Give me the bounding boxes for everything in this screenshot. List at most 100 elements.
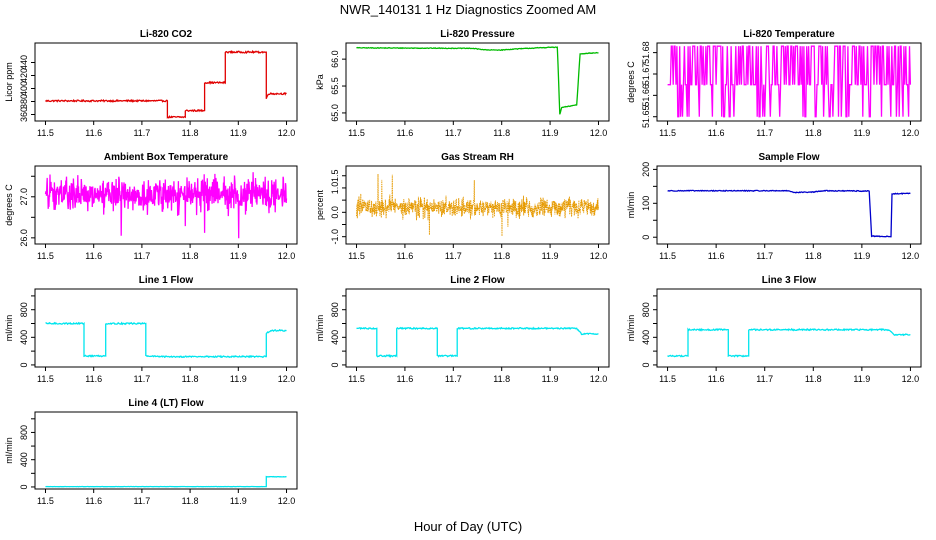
panel-li-820-temperature-xtick-label: 11.6 <box>708 128 725 138</box>
panel-ambient-box-temperature-xtick-label: 12.0 <box>278 251 296 261</box>
panel-line-2-flow-ytick-label: 400 <box>330 330 340 345</box>
panel-line-4-lt-flow-ytick-label: 400 <box>19 452 29 467</box>
panel-li-820-temperature-xtick-label: 12.0 <box>902 128 920 138</box>
panel-li-820-co2-ytick-label: 400 <box>19 81 29 96</box>
panel-line-1-flow-ytick-label: 0 <box>19 362 29 367</box>
panel-line-4-lt-flow-title: Line 4 (LT) Flow <box>128 398 204 409</box>
panel-line-4-lt-flow-xtick-label: 11.7 <box>133 496 150 506</box>
panel-ambient-box-temperature-series-line <box>44 172 288 239</box>
panel-gas-stream-rh-xtick-label: 11.6 <box>396 251 413 261</box>
panel-ambient-box-temperature-ylabel: degrees C <box>4 184 14 226</box>
panel-gas-stream-rh-ytick-label: 1.5 <box>330 169 340 182</box>
panel-line-4-lt-flow-ylabel: ml/min <box>4 437 14 464</box>
panel-li-820-co2-xtick-label: 12.0 <box>278 128 296 138</box>
panel-sample-flow-ytick-label: 200 <box>641 162 651 177</box>
panel-li-820-temperature-ytick-label: 51.67 <box>641 63 651 86</box>
panel-gas-stream-rh-xtick-label: 11.8 <box>493 251 510 261</box>
panel-li-820-pressure-xtick-label: 11.7 <box>445 128 462 138</box>
panel-line-2-flow-xtick-label: 11.8 <box>493 374 510 384</box>
panel-line-2-flow-xtick-label: 11.7 <box>445 374 462 384</box>
panel-sample-flow-ytick-label: 100 <box>641 196 651 211</box>
figure-title: NWR_140131 1 Hz Diagnostics Zoomed AM <box>340 2 597 17</box>
panel-li-820-pressure-xtick-label: 11.5 <box>348 128 365 138</box>
panel-sample-flow-series-line <box>667 189 911 238</box>
panel-li-820-pressure-ylabel: kPa <box>315 74 325 90</box>
panel-li-820-co2-ytick-label: 360 <box>19 107 29 122</box>
panel-sample-flow-xtick-label: 11.8 <box>805 251 822 261</box>
panel-line-1-flow-frame <box>34 288 298 368</box>
panel-li-820-temperature-ytick-label: 51.68 <box>641 41 651 64</box>
panel-line-1-flow-xtick-label: 11.7 <box>133 374 150 384</box>
panel-line-2-flow-xtick-label: 11.5 <box>348 374 365 384</box>
panel-line-3-flow-xtick-label: 11.9 <box>853 374 870 384</box>
panel-line-4-lt-flow-xtick-label: 12.0 <box>278 496 296 506</box>
panel-line-4-lt-flow-xtick-label: 11.5 <box>37 496 54 506</box>
panel-li-820-co2-title: Li-820 CO2 <box>140 29 193 40</box>
panel-line-2-flow-title: Line 2 Flow <box>450 275 505 286</box>
panel-line-3-flow-ylabel: ml/min <box>626 315 636 342</box>
panel-line-1-flow-ytick-label: 400 <box>19 330 29 345</box>
panel-line-1-flow-xtick-label: 11.8 <box>182 374 199 384</box>
panel-gas-stream-rh-ytick-label: -1.0 <box>330 229 340 245</box>
panel-li-820-co2-ytick-label: 440 <box>19 55 29 70</box>
panel-sample-flow-xtick-label: 11.7 <box>756 251 773 261</box>
panel-line-4-lt-flow-xtick-label: 11.6 <box>85 496 102 506</box>
panel-li-820-co2-xtick-label: 11.9 <box>230 128 247 138</box>
panel-li-820-temperature-ytick-label: 51.65 <box>641 105 651 128</box>
panel-line-4-lt-flow-series-line <box>45 475 287 488</box>
panel-line-1-flow-title: Line 1 Flow <box>139 275 194 286</box>
panel-li-820-pressure-xtick-label: 11.8 <box>493 128 510 138</box>
panel-line-3-flow-xtick-label: 11.7 <box>756 374 773 384</box>
panel-line-3-flow-series-line <box>667 327 911 358</box>
panel-line-2-flow: Line 2 Flow ml/min 0 400 800 11.5 11.6 11.7 11.8… <box>315 275 610 384</box>
panel-li-820-temperature-frame <box>656 42 922 122</box>
panel-line-2-flow-ytick-label: 0 <box>330 362 340 367</box>
panel-line-1-flow-xtick-label: 11.9 <box>230 374 247 384</box>
panel-line-1-flow-xtick-label: 11.6 <box>85 374 102 384</box>
panel-gas-stream-rh-series-line <box>356 173 599 237</box>
panel-ambient-box-temperature-ytick-label: 27.0 <box>19 188 29 206</box>
panel-line-4-lt-flow-frame <box>34 411 298 490</box>
panel-li-820-pressure-xtick-label: 11.9 <box>542 128 559 138</box>
panel-sample-flow: Sample Flow ml/min 0 100 200 11.5 11.6 11.7 11.8… <box>626 152 922 261</box>
panel-line-2-flow-ytick-label: 800 <box>330 302 340 317</box>
panel-sample-flow-ytick-label: 0 <box>641 235 651 240</box>
panel-ambient-box-temperature-xtick-label: 11.7 <box>133 251 150 261</box>
panel-li-820-pressure-title: Li-820 Pressure <box>440 29 515 40</box>
panel-sample-flow-xtick-label: 12.0 <box>902 251 920 261</box>
panel-line-2-flow-xtick-label: 11.9 <box>542 374 559 384</box>
panel-gas-stream-rh: Gas Stream RH percent -1.0 0.0 1.01.5 11.5 11.… <box>315 152 610 261</box>
panel-line-3-flow: Line 3 Flow ml/min 0 400 800 11.5 11.6 11.7 11.8… <box>626 275 922 384</box>
panel-sample-flow-ylabel: ml/min <box>626 192 636 219</box>
panel-li-820-temperature-xtick-label: 11.8 <box>805 128 822 138</box>
panel-li-820-co2-ytick-label: 380 <box>19 94 29 109</box>
panel-line-3-flow-ytick-label: 0 <box>641 362 651 367</box>
panel-line-2-flow-xtick-label: 11.6 <box>396 374 413 384</box>
panel-li-820-pressure-xtick-label: 12.0 <box>590 128 608 138</box>
panel-li-820-pressure-series-line <box>356 46 599 115</box>
panel-line-1-flow: Line 1 Flow ml/min 0 400 800 11.5 11.6 11.7 11.8… <box>4 275 298 384</box>
panel-line-3-flow-title: Line 3 Flow <box>762 275 817 286</box>
panel-li-820-pressure-ytick-label: 65.5 <box>330 77 340 95</box>
panel-sample-flow-xtick-label: 11.5 <box>659 251 676 261</box>
panel-li-820-temperature-xtick-label: 11.7 <box>756 128 773 138</box>
panel-gas-stream-rh-xtick-label: 12.0 <box>590 251 608 261</box>
panel-li-820-pressure: Li-820 Pressure kPa 65.0 65.5 66.0 11.5 11.6 11… <box>315 29 610 138</box>
panel-li-820-pressure-frame <box>345 42 610 122</box>
panel-sample-flow-xtick-label: 11.9 <box>853 251 870 261</box>
panel-line-4-lt-flow-ytick-label: 0 <box>19 484 29 489</box>
panel-li-820-co2-xtick-label: 11.7 <box>133 128 150 138</box>
panel-li-820-temperature-title: Li-820 Temperature <box>743 29 835 40</box>
panel-sample-flow-xtick-label: 11.6 <box>708 251 725 261</box>
panel-ambient-box-temperature: Ambient Box Temperature degrees C 26.0 27.0… <box>4 152 298 261</box>
panel-gas-stream-rh-xtick-label: 11.9 <box>542 251 559 261</box>
panel-line-3-flow-xtick-label: 11.6 <box>708 374 725 384</box>
panel-li-820-co2-ylabel: Licor ppm <box>4 62 14 102</box>
panel-li-820-pressure-ytick-label: 65.0 <box>330 104 340 122</box>
figure-xlabel: Hour of Day (UTC) <box>414 519 522 534</box>
panel-li-820-temperature-series-line <box>667 45 912 118</box>
panel-ambient-box-temperature-ytick-label: 26.0 <box>19 229 29 247</box>
panel-li-820-temperature-ytick-label: 51.66 <box>641 84 651 107</box>
